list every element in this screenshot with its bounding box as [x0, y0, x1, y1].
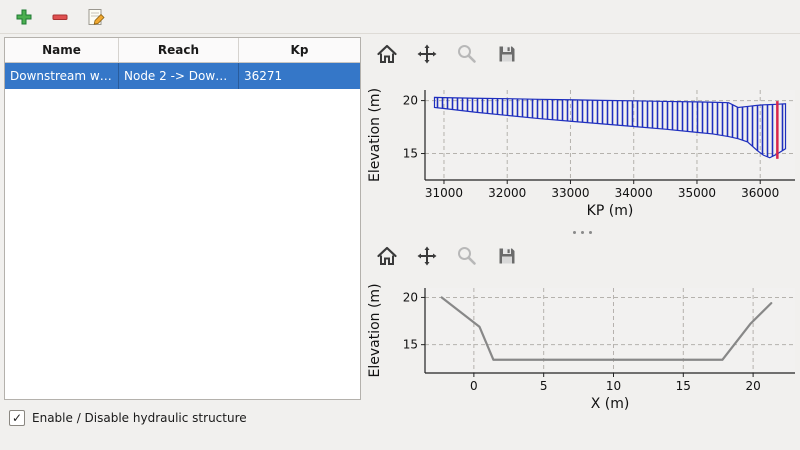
remove-icon [50, 7, 70, 27]
enable-structure-row: Enable / Disable hydraulic structure [9, 408, 247, 428]
cell-kp: 36271 [244, 69, 283, 83]
structures-panel: Name Reach Kp Downstream weir Node 2 -> … [4, 37, 361, 400]
svg-text:33000: 33000 [551, 186, 589, 200]
kp-profile-chart[interactable]: 31000 32000 33000 34000 35000 36000 15 20 KP (m)… [365, 70, 800, 236]
kp-chart-toolbar [365, 38, 800, 70]
svg-text:Elevation (m): Elevation (m) [367, 88, 383, 182]
main-toolbar [0, 0, 800, 34]
svg-text:0: 0 [470, 379, 478, 393]
save-button[interactable] [494, 243, 520, 269]
zoom-icon [455, 42, 479, 66]
svg-text:15: 15 [676, 379, 691, 393]
svg-text:35000: 35000 [678, 186, 716, 200]
svg-text:X (m): X (m) [591, 396, 630, 412]
svg-text:20: 20 [403, 290, 418, 304]
enable-checkbox-label: Enable / Disable hydraulic structure [32, 411, 247, 425]
home-button[interactable] [374, 243, 400, 269]
pan-icon [415, 42, 439, 66]
cross-section-toolbar [365, 240, 800, 272]
table-row[interactable]: Downstream weir Node 2 -> Down... 36271 [5, 63, 360, 89]
cross-section-chart[interactable]: 0 5 10 15 20 15 20 X (m) Elevation (m) [365, 272, 800, 424]
svg-text:10: 10 [606, 379, 621, 393]
enable-checkbox[interactable] [9, 410, 25, 426]
cell-reach: Node 2 -> Down... [119, 63, 239, 89]
svg-text:32000: 32000 [488, 186, 526, 200]
save-icon [495, 42, 519, 66]
svg-text:5: 5 [540, 379, 548, 393]
svg-text:Elevation (m): Elevation (m) [367, 283, 383, 377]
edit-icon [86, 7, 106, 27]
svg-text:15: 15 [403, 147, 418, 161]
add-icon [14, 7, 34, 27]
svg-text:15: 15 [403, 338, 418, 352]
kp-profile-panel: 31000 32000 33000 34000 35000 36000 15 20 KP (m)… [365, 38, 800, 236]
svg-text:31000: 31000 [425, 186, 463, 200]
cell-name: Downstream weir [5, 63, 119, 89]
zoom-icon [455, 244, 479, 268]
remove-structure-button[interactable] [50, 7, 70, 27]
cross-section-panel: 0 5 10 15 20 15 20 X (m) Elevation (m) [365, 240, 800, 440]
edit-structure-button[interactable] [86, 7, 106, 27]
zoom-button[interactable] [454, 243, 480, 269]
home-button[interactable] [374, 41, 400, 67]
pan-icon [415, 244, 439, 268]
svg-text:36000: 36000 [741, 186, 779, 200]
zoom-button[interactable] [454, 41, 480, 67]
pan-button[interactable] [414, 41, 440, 67]
column-header-name[interactable]: Name [5, 38, 119, 62]
save-icon [495, 244, 519, 268]
home-icon [375, 42, 399, 66]
column-header-reach[interactable]: Reach [119, 38, 239, 62]
save-button[interactable] [494, 41, 520, 67]
pan-button[interactable] [414, 243, 440, 269]
home-icon [375, 244, 399, 268]
splitter-handle[interactable] [560, 229, 604, 235]
svg-text:20: 20 [745, 379, 760, 393]
add-structure-button[interactable] [14, 7, 34, 27]
table-header-row: Name Reach Kp [5, 38, 360, 63]
svg-text:KP (m): KP (m) [587, 203, 634, 219]
svg-text:34000: 34000 [615, 186, 653, 200]
svg-text:20: 20 [403, 94, 418, 108]
column-header-kp[interactable]: Kp [290, 43, 309, 57]
